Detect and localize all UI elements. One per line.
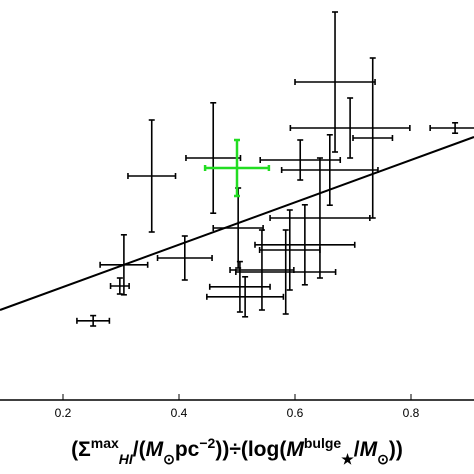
x-axis-label-part: ))÷(log( [215,438,286,461]
x-tick-label: 0.8 [403,406,420,420]
x-axis-label: (ΣmaxHI/(M⊙pc−2))÷(log(Mbulge★/M⊙)) [71,435,403,467]
x-axis-label-part: / [354,438,360,461]
x-axis-label-part: ⊙ [377,451,389,467]
x-axis-label-part: HI [119,451,134,467]
fit-line [0,136,474,311]
x-axis-label-part: pc [175,438,200,461]
x-axis-label-part: (Σ [71,438,91,461]
x-axis-label-part: max [91,435,119,451]
x-axis-label-part: ⊙ [163,451,175,467]
x-tick-label: 0.2 [55,406,72,420]
x-axis-label-part: /( [133,438,146,461]
x-axis-label-part: M [360,438,378,461]
x-axis-label-part: ★ [341,451,354,467]
x-axis-label-part: −2 [199,435,215,451]
x-axis-label-part: M [286,438,304,461]
x-axis-label-part: bulge [304,435,342,451]
x-axis-label-part: M [146,438,164,461]
x-axis-label-part: )) [389,438,403,461]
x-tick-label: 0.6 [287,406,304,420]
x-tick-label: 0.4 [171,406,188,420]
